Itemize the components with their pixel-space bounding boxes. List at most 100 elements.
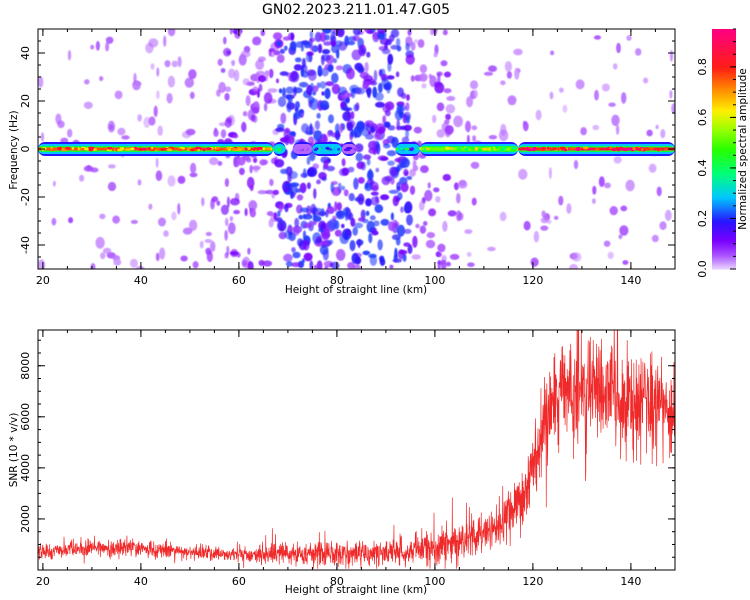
spectrogram-noise-blob	[389, 166, 399, 177]
colorbar-cell	[712, 121, 736, 124]
spectrogram-noise-blob	[394, 109, 404, 121]
spectrogram-noise-blob	[412, 159, 417, 169]
spectrogram-carrier-speckle	[521, 147, 525, 150]
spectrogram-noise-blob	[79, 174, 85, 182]
spectrogram-noise-blob	[290, 32, 295, 41]
spectrogram-noise-blob	[298, 81, 309, 88]
spectrogram-noise-blob	[294, 217, 300, 228]
spectrogram-carrier-speckle	[302, 148, 305, 152]
spectrogram-noise-blob	[357, 66, 365, 74]
spectrogram-noise-blob	[380, 194, 390, 201]
spectrogram-noise-blob	[331, 83, 341, 95]
spectrogram-carrier-speckle	[511, 146, 518, 150]
spectrogram-noise-blob	[296, 194, 304, 201]
colorbar-cell	[712, 75, 736, 78]
spectrogram-noise-blob	[316, 260, 323, 269]
spectrogram-noise-blob	[290, 192, 296, 199]
spectrogram-noise-blob	[306, 156, 311, 165]
colorbar-cell	[712, 65, 736, 68]
spectrogram-noise-blob	[420, 165, 429, 174]
spectrogram-noise-blob	[415, 223, 420, 229]
spectrogram-noise-blob	[368, 232, 373, 244]
spectrogram-noise-blob	[341, 185, 346, 191]
spectrogram-noise-blob	[553, 215, 559, 220]
spectrogram-noise-blob	[342, 107, 353, 112]
colorbar-cell	[712, 261, 736, 264]
spectrogram-noise-blob	[419, 225, 427, 234]
spectrogram-noise-blob	[381, 48, 391, 55]
spectrogram-carrier-speckle	[337, 148, 341, 151]
spectrogram-noise-blob	[292, 251, 301, 259]
spectrogram-noise-blob	[368, 253, 377, 259]
spectrogram-noise-blob	[345, 228, 351, 236]
spectrogram-noise-blob	[656, 186, 662, 197]
colorbar-cell	[712, 215, 736, 218]
spectrogram-noise-blob	[403, 124, 412, 131]
spectrogram-noise-blob	[472, 135, 477, 142]
spectrogram-noise-blob	[626, 35, 632, 41]
spectrogram-noise-blob	[150, 63, 155, 70]
spectrogram-noise-blob	[365, 133, 374, 140]
spectrogram-noise-blob	[646, 129, 653, 137]
colorbar-cell	[712, 61, 736, 64]
spectrogram-noise-blob	[302, 239, 310, 251]
spectrogram-noise-blob	[166, 93, 173, 104]
spectrogram-noise-blob	[303, 252, 313, 262]
spectrogram-noise-blob	[405, 203, 410, 212]
spectrogram-noise-blob	[405, 54, 415, 65]
spectrogram-noise-blob	[95, 236, 105, 249]
colorbar-cell	[712, 83, 736, 86]
spectrogram-noise-blob	[268, 68, 274, 79]
x-tick-label: 120	[522, 575, 543, 588]
colorbar-cell	[712, 149, 736, 152]
spectrogram-noise-blob	[530, 257, 539, 267]
spectrogram-noise-blob	[353, 132, 357, 139]
spectrogram-noise-blob	[458, 180, 468, 189]
spectrogram-noise-blob	[592, 124, 600, 131]
spectrogram-noise-blob	[446, 261, 451, 267]
spectrogram-noise-blob	[90, 44, 95, 50]
colorbar-cell	[712, 131, 736, 134]
spectrogram-noise-blob	[449, 253, 460, 260]
spectrogram-noise-blob	[83, 165, 94, 172]
spectrogram-noise-blob	[625, 179, 635, 192]
spectrogram-noise-blob	[279, 48, 285, 54]
spectrogram-noise-blob	[156, 67, 160, 77]
colorbar-cell	[712, 129, 736, 132]
spectrogram-noise-blob	[411, 254, 421, 260]
x-tick-label: 40	[134, 575, 148, 588]
spectrogram-noise-blob	[377, 29, 387, 34]
spectrogram-noise-blob	[357, 177, 365, 184]
colorbar-cell	[712, 267, 736, 270]
spectrogram-noise-blob	[382, 115, 387, 125]
spectrogram-noise-blob	[226, 50, 231, 55]
spectrogram-noise-blob	[321, 49, 331, 55]
spectrogram-noise-blob	[395, 38, 401, 47]
colorbar-cell	[712, 33, 736, 36]
spectrogram-noise-blob	[331, 72, 339, 84]
spectrogram-noise-blob	[275, 127, 285, 132]
spectrogram-noise-blob	[347, 166, 355, 173]
spectrogram-noise-blob	[540, 217, 549, 224]
spectrogram-noise-blob	[375, 101, 385, 108]
spectrogram-noise-blob	[523, 220, 531, 231]
spectrogram-noise-blob	[201, 197, 205, 207]
spectrogram-noise-blob	[353, 177, 359, 190]
spectrogram-noise-blob	[258, 259, 265, 267]
spectrogram-noise-blob	[453, 115, 463, 128]
spectrogram-noise-blob	[226, 245, 230, 256]
spectrogram-noise-blob	[340, 101, 346, 109]
spectrogram-noise-blob	[387, 160, 395, 166]
colorbar-cell	[712, 187, 736, 190]
spectrogram-noise-blob	[471, 197, 477, 206]
spectrogram-carrier-speckle	[563, 148, 568, 152]
spectrogram-carrier-speckle	[546, 146, 550, 150]
spectrogram-noise-blob	[279, 222, 284, 232]
spectrogram-noise-blob	[323, 41, 332, 46]
spectrogram-noise-blob	[319, 244, 329, 256]
colorbar-cell	[712, 227, 736, 230]
x-tick-label: 140	[620, 274, 641, 287]
spectrogram-noise-blob	[231, 59, 236, 67]
spectrogram-noise-blob	[435, 196, 441, 203]
spectrogram-noise-blob	[309, 37, 316, 43]
